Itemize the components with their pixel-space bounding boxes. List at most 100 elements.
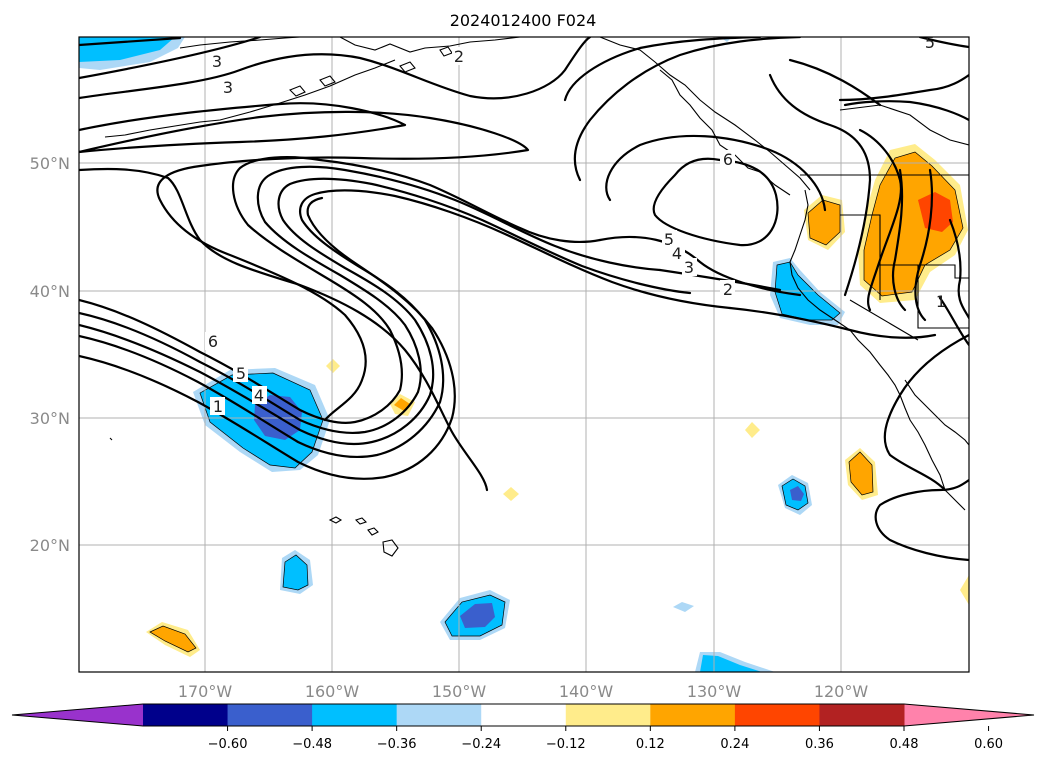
longitude-label: 120°W	[814, 682, 869, 701]
contour-label: 5	[664, 230, 674, 249]
shaded-outline-line	[848, 451, 874, 496]
colorbar-extend-low	[12, 704, 143, 726]
contour-line	[891, 168, 907, 312]
negative-anomaly-region	[790, 486, 804, 501]
contour-label-bg	[670, 244, 685, 262]
positive-anomaly-region	[849, 452, 873, 495]
contour-line	[79, 110, 530, 422]
colorbar-extend-high	[904, 704, 1034, 726]
contour-line	[79, 37, 182, 47]
contour-label-bg	[233, 364, 248, 382]
colorbar-segment	[819, 704, 905, 726]
baja-gulf-coast	[904, 379, 969, 446]
contour-line	[874, 478, 969, 562]
negative-anomaly-region	[673, 602, 694, 612]
shaded-outline	[149, 151, 964, 653]
contour-line	[658, 268, 782, 292]
colorbar-segment	[565, 704, 651, 726]
latitude-label: 50°N	[30, 154, 70, 173]
contour-label: 4	[672, 244, 682, 263]
map-title: 2024012400 F024	[450, 11, 597, 30]
contour-line	[914, 168, 934, 322]
colorbar-outline	[11, 703, 1035, 727]
contour-label: 1	[936, 292, 946, 311]
contour-line	[883, 333, 969, 492]
shaded-field	[79, 37, 969, 672]
contour-label-bg	[720, 280, 735, 298]
longitude-label: 150°W	[432, 682, 487, 701]
latitude-label: 40°N	[30, 282, 70, 301]
longitude-tick-labels: 170°W 160°W 150°W 140°W 130°W 120°W	[178, 682, 869, 701]
map-panel: 3 3 2 6 5 4 3 2 6 5 4	[78, 33, 970, 673]
shaded-outline-line	[781, 478, 809, 511]
colorbar-tick-label: 0.48	[890, 737, 919, 752]
colorbar-segment	[227, 704, 313, 726]
colorbar: −0.60 −0.48 −0.36 −0.24 −0.12 0.12 0.24 0.36 0.4…	[11, 703, 1035, 752]
alaska-panhandle	[599, 37, 811, 191]
aleutian-islands	[104, 59, 396, 138]
colorbar-tick-label: −0.24	[461, 737, 501, 752]
contour-line	[79, 37, 262, 80]
contour-label: 5	[925, 33, 935, 52]
contour-line	[768, 73, 872, 297]
latitude-label: 20°N	[30, 536, 70, 555]
contour-label-bg	[252, 386, 267, 404]
contour-line	[728, 306, 937, 339]
contour-line	[563, 37, 882, 107]
positive-anomaly-region	[808, 200, 840, 245]
colorbar-tick-label: 0.60	[974, 737, 1003, 752]
contour-label: 3	[212, 52, 222, 71]
hawaii-islands	[328, 516, 399, 557]
contour-label: 3	[684, 258, 694, 277]
contour-line	[79, 165, 662, 434]
positive-anomaly-region	[503, 487, 519, 501]
contour-label: 6	[723, 150, 733, 169]
colorbar-segment	[312, 704, 398, 726]
contour-label: 5	[236, 364, 246, 383]
longitude-label: 130°W	[687, 682, 742, 701]
map-background	[79, 37, 969, 672]
contour-label-bg	[682, 258, 697, 276]
latitude-label: 30°N	[30, 409, 70, 428]
contour-label-bg	[210, 397, 225, 415]
contour-line	[79, 196, 456, 480]
contour-line	[948, 218, 969, 320]
colorbar-segment	[734, 704, 820, 726]
contour-label: 6	[208, 332, 218, 351]
colorbar-tick-label: −0.12	[546, 737, 586, 752]
contour-label-bg	[220, 78, 235, 96]
latitude-tick-labels: 50°N 40°N 30°N 20°N	[30, 154, 70, 555]
shaded-outline-line	[863, 151, 964, 297]
positive-anomaly-region	[864, 152, 963, 296]
colorbar-tick-label: 0.24	[720, 737, 749, 752]
contour-line	[838, 73, 969, 102]
contour-line	[843, 100, 969, 122]
contour-label: 4	[254, 386, 264, 405]
contour-label: 3	[223, 78, 233, 97]
shaded-outline-line	[199, 372, 324, 469]
colorbar-tick-label: −0.36	[377, 737, 417, 752]
contour-label: 1	[213, 397, 223, 416]
colorbar-segment	[143, 704, 229, 726]
shaded-outline-line	[774, 261, 841, 321]
contour-lines	[79, 37, 969, 562]
contour-line	[79, 102, 407, 154]
contour-line	[79, 167, 489, 492]
colorbar-tick-label: −0.60	[208, 737, 248, 752]
negative-anomaly-region	[700, 655, 762, 672]
positive-anomaly-region	[960, 575, 969, 605]
positive-anomaly-region	[745, 422, 760, 438]
colorbar-tick-label: 0.36	[805, 737, 834, 752]
colorbar-segment	[481, 704, 567, 726]
negative-anomaly-region	[460, 603, 495, 628]
colorbar-tick-label: 0.12	[636, 737, 665, 752]
contour-labels: 3 3 2 6 5 4 3 2 6 5 4	[205, 33, 946, 416]
contour-line	[573, 37, 802, 182]
shaded-outline-line	[149, 625, 197, 653]
contour-line	[79, 37, 592, 100]
contour-label-bg	[662, 230, 677, 248]
contour-label: 2	[454, 47, 464, 66]
colorbar-segment	[650, 704, 736, 726]
contour-line	[858, 128, 903, 312]
contour-line	[938, 296, 969, 347]
